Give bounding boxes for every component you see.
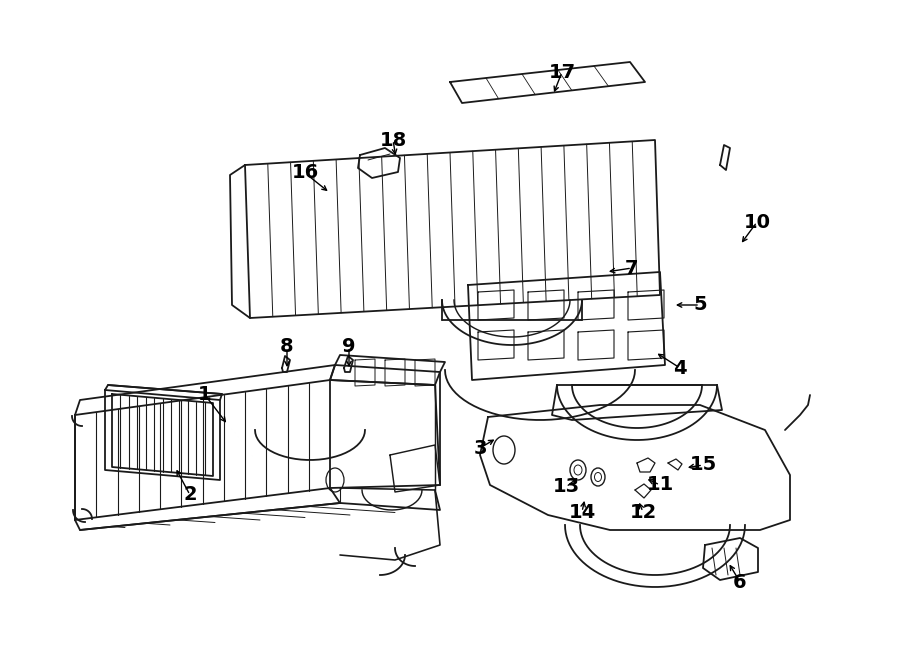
Text: 8: 8: [280, 338, 293, 356]
Text: 2: 2: [184, 485, 197, 504]
Text: 6: 6: [734, 572, 747, 592]
Text: 10: 10: [743, 212, 770, 231]
Text: 13: 13: [553, 477, 580, 496]
Text: 17: 17: [548, 63, 576, 81]
Text: 15: 15: [689, 455, 716, 475]
Text: 14: 14: [569, 502, 596, 522]
Text: 11: 11: [646, 475, 673, 494]
Text: 9: 9: [342, 338, 356, 356]
Text: 3: 3: [473, 438, 487, 457]
Text: 12: 12: [629, 502, 657, 522]
Text: 16: 16: [292, 163, 319, 182]
Text: 18: 18: [380, 130, 407, 149]
Text: 1: 1: [198, 385, 212, 405]
Text: 4: 4: [673, 358, 687, 377]
Text: 5: 5: [693, 295, 706, 315]
Text: 7: 7: [626, 258, 639, 278]
